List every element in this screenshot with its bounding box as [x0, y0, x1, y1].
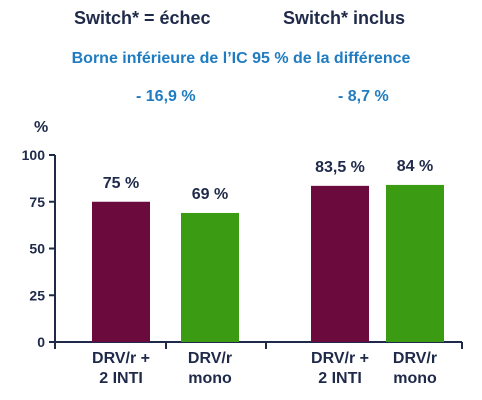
chart-subtitle: Borne inférieure de l’IC 95 % de la diff…	[71, 50, 411, 67]
x-category-label: DRV/r +	[311, 350, 369, 367]
x-category-label: 2 INTI	[99, 370, 143, 387]
bar-data-label: 75 %	[103, 175, 139, 192]
bar	[92, 201, 150, 342]
bar	[311, 185, 369, 342]
x-category-label: mono	[393, 370, 437, 387]
group-title-right: Switch* inclus	[283, 8, 406, 28]
x-category-label: DRV/r	[393, 350, 437, 367]
bar-data-label: 84 %	[397, 158, 433, 175]
bar	[181, 212, 239, 342]
ci-value-right: - 8,7 %	[338, 88, 389, 105]
y-tick-label: 75	[29, 194, 45, 210]
bar-data-label: 83,5 %	[315, 159, 365, 176]
x-category-label: DRV/r	[188, 350, 232, 367]
bar-data-label: 69 %	[192, 186, 228, 203]
y-tick-label: 100	[22, 147, 46, 163]
x-category-label: mono	[188, 370, 232, 387]
bar	[386, 184, 444, 342]
y-tick-label: 50	[29, 241, 45, 257]
y-tick-label: 0	[37, 334, 45, 350]
x-category-label: DRV/r +	[92, 350, 150, 367]
y-tick-label: 25	[29, 287, 45, 303]
y-axis-label: %	[34, 119, 48, 136]
group-title-left: Switch* = échec	[74, 8, 211, 28]
ci-value-left: - 16,9 %	[136, 88, 196, 105]
x-category-label: 2 INTI	[318, 370, 362, 387]
